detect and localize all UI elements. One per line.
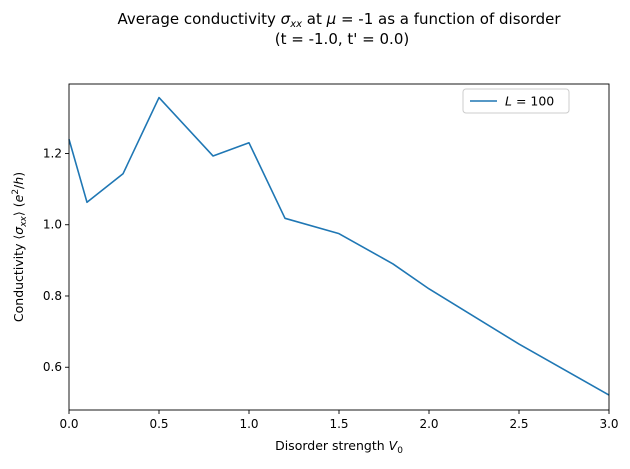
legend: L = 100	[463, 89, 569, 113]
chart-title: Average conductivity σxx at μ = -1 as a …	[117, 10, 561, 30]
plot-area	[69, 84, 609, 410]
y-tick-label: 1.0	[43, 218, 62, 232]
legend-label-L100: L = 100	[505, 94, 554, 109]
y-tick-label: 1.2	[43, 146, 62, 160]
x-tick-label: 0.0	[59, 417, 78, 431]
x-tick-label: 0.5	[149, 417, 168, 431]
x-tick-label: 2.0	[419, 417, 438, 431]
x-tick-label: 3.0	[599, 417, 618, 431]
y-axis-label: Conductivity ⟨σxx⟩ (e2/h)	[11, 172, 29, 322]
x-tick-label: 1.0	[239, 417, 258, 431]
y-tick-label: 0.6	[43, 360, 62, 374]
chart-subtitle: (t = -1.0, t' = 0.0)	[275, 30, 409, 48]
y-tick-label: 0.8	[43, 289, 62, 303]
x-tick-label: 2.5	[509, 417, 528, 431]
x-tick-label: 1.5	[329, 417, 348, 431]
x-axis-label: Disorder strength V0	[275, 438, 403, 456]
